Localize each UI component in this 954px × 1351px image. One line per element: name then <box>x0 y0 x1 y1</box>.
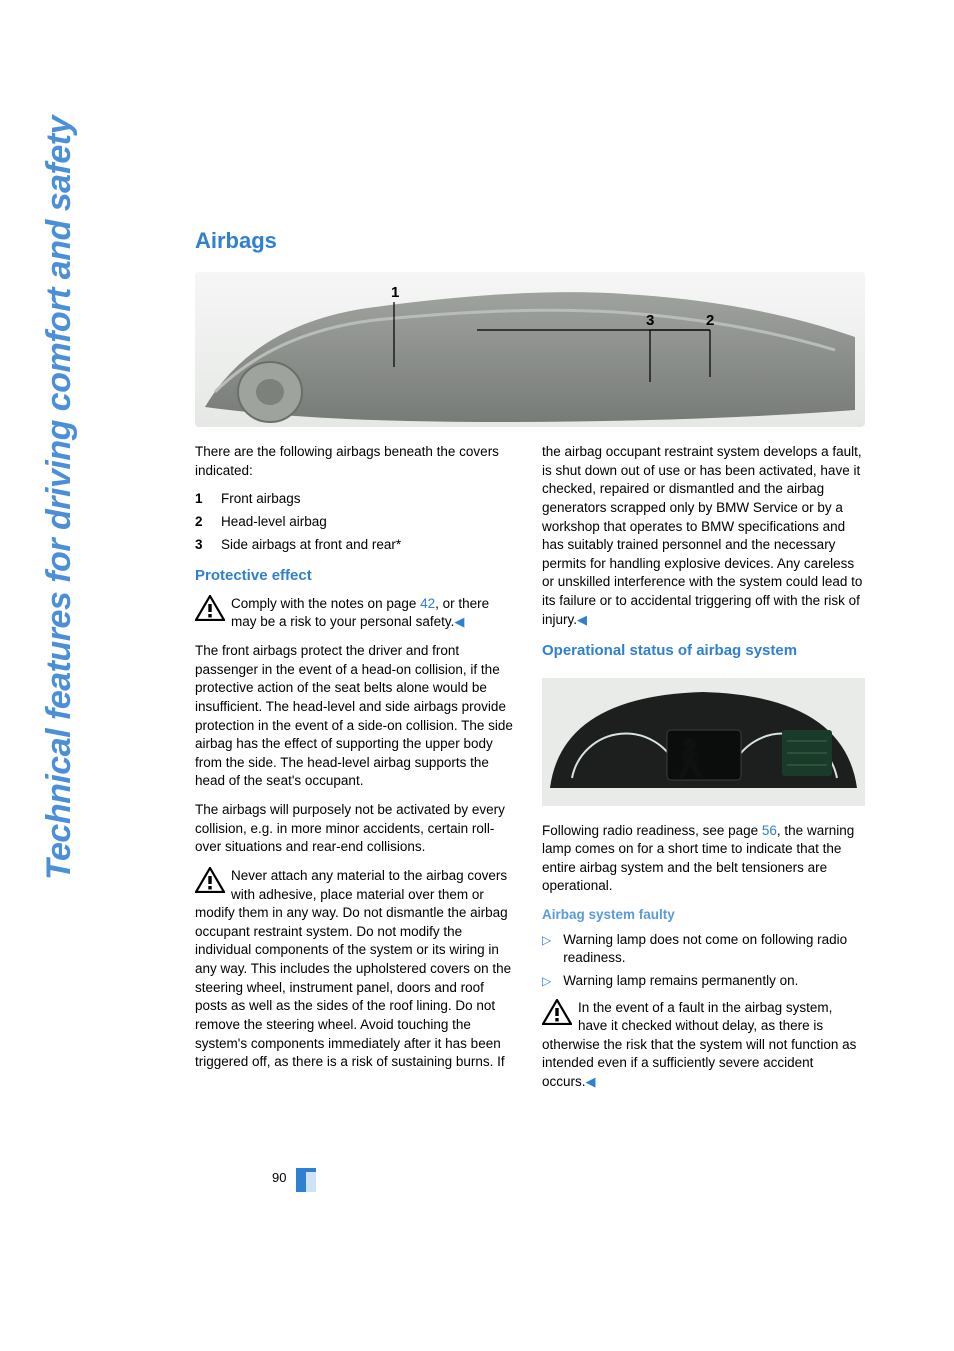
page-link-56[interactable]: 56 <box>762 823 777 838</box>
page-title: Airbags <box>195 228 865 254</box>
intro-text: There are the following airbags beneath … <box>195 443 518 480</box>
list-num: 2 <box>195 513 207 532</box>
list-num: 3 <box>195 536 207 555</box>
body-text: The front airbags protect the driver and… <box>195 642 518 791</box>
warning-icon <box>195 595 225 621</box>
list-text: Side airbags at front and rear* <box>221 536 401 555</box>
list-text: Front airbags <box>221 490 301 509</box>
right-column: the airbag occupant restraint system dev… <box>542 443 865 1102</box>
airbag-diagram: 1 3 2 <box>195 272 865 427</box>
fault-list: ▷ Warning lamp does not come on following… <box>542 931 865 991</box>
warning-icon <box>195 867 225 893</box>
list-text: Warning lamp remains permanently on. <box>563 972 798 991</box>
list-text: Warning lamp does not come on following … <box>563 931 865 968</box>
page-tab-marker <box>296 1168 316 1192</box>
end-mark-icon: ◀ <box>586 1074 596 1089</box>
airbag-list: 1 Front airbags 2 Head-level airbag 3 Side … <box>195 490 518 554</box>
sidebar-section-label: Technical features for driving comfort a… <box>40 116 79 880</box>
warning-block-2: Never attach any material to the airbag … <box>195 867 518 1072</box>
end-mark-icon: ◀ <box>577 612 587 627</box>
warning-block-1: Comply with the notes on page 42, or the… <box>195 595 518 632</box>
left-column: There are the following airbags beneath … <box>195 443 518 1102</box>
main-content: Airbags 1 3 2 <box>195 228 865 1102</box>
list-text: Head-level airbag <box>221 513 327 532</box>
heading-airbag-faulty: Airbag system faulty <box>542 906 865 925</box>
warning-icon <box>542 999 572 1025</box>
page-link-42[interactable]: 42 <box>420 596 435 611</box>
diagram-label-1: 1 <box>391 284 399 301</box>
warning-block-3: In the event of a fault in the airbag sy… <box>542 999 865 1092</box>
heading-operational-status: Operational status of airbag system <box>542 641 865 662</box>
body-text: Following radio readiness, see page 56, … <box>542 822 865 897</box>
body-text: the airbag occupant restraint system dev… <box>542 443 865 629</box>
triangle-bullet-icon: ▷ <box>542 972 551 991</box>
instrument-cluster-image <box>542 678 865 806</box>
heading-protective-effect: Protective effect <box>195 566 518 587</box>
list-num: 1 <box>195 490 207 509</box>
end-mark-icon: ◀ <box>454 614 464 629</box>
page-number: 90 <box>272 1170 286 1185</box>
diagram-label-3: 3 <box>646 312 654 329</box>
triangle-bullet-icon: ▷ <box>542 931 551 968</box>
diagram-label-2: 2 <box>706 312 714 329</box>
body-text: The airbags will purposely not be activa… <box>195 801 518 857</box>
